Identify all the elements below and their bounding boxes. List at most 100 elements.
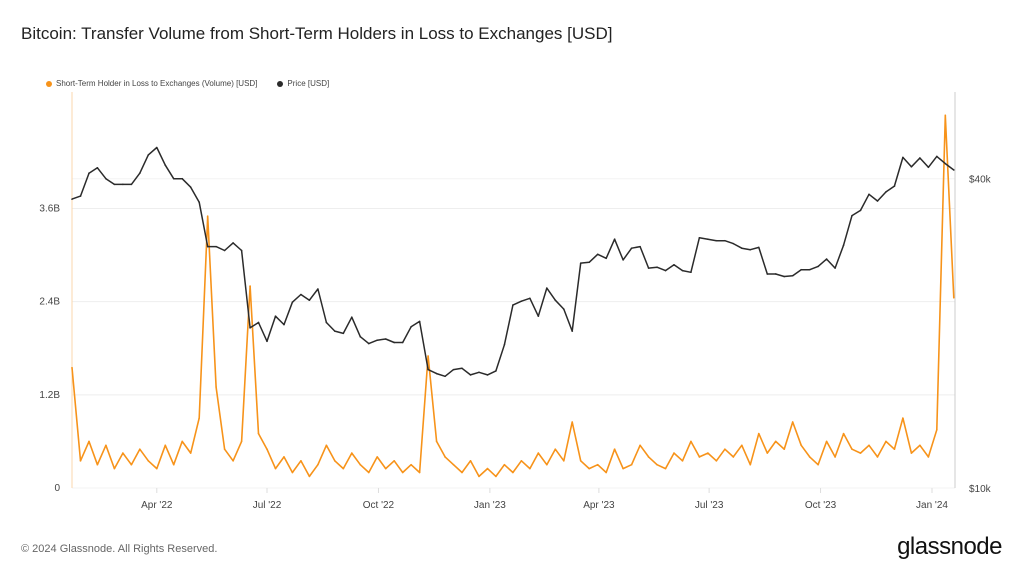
legend-item-volume[interactable]: Short-Term Holder in Loss to Exchanges (… xyxy=(46,79,257,88)
volume-series-line xyxy=(71,114,955,478)
price-point xyxy=(579,262,582,264)
price-point xyxy=(639,245,641,248)
x-tick-label: Oct '23 xyxy=(805,500,837,511)
legend-dot-icon xyxy=(46,80,52,87)
price-point xyxy=(249,327,251,329)
volume-point xyxy=(537,452,540,454)
price-point xyxy=(274,315,277,317)
price-point xyxy=(478,371,480,374)
price-point xyxy=(189,186,192,189)
volume-point xyxy=(105,444,107,447)
volume-point xyxy=(639,444,641,447)
volume-point xyxy=(732,456,735,458)
price-point xyxy=(113,183,116,186)
volume-point xyxy=(783,448,786,450)
y-left-tick-label: 3.6B xyxy=(39,203,60,214)
volume-point xyxy=(317,463,319,466)
price-point xyxy=(859,209,862,212)
volume-point xyxy=(274,467,277,470)
volume-point xyxy=(596,463,599,466)
price-point xyxy=(605,257,607,260)
volume-point xyxy=(622,467,624,470)
price-point xyxy=(410,325,412,328)
volume-point xyxy=(690,440,692,443)
price-point xyxy=(876,200,879,202)
volume-point xyxy=(757,432,760,435)
volume-point xyxy=(300,460,302,462)
price-point xyxy=(359,335,362,338)
x-tick-label: Jul '22 xyxy=(253,500,282,511)
volume-point xyxy=(791,421,794,423)
volume-point xyxy=(562,460,565,462)
volume-point xyxy=(189,452,192,454)
volume-point xyxy=(79,460,82,462)
volume-point xyxy=(113,467,116,470)
price-point xyxy=(571,330,574,332)
volume-point xyxy=(249,285,251,287)
price-point xyxy=(783,275,786,278)
price-point xyxy=(122,183,124,186)
volume-point xyxy=(486,467,489,470)
volume-point xyxy=(766,452,769,454)
volume-point xyxy=(825,440,828,443)
volume-point xyxy=(749,463,752,466)
price-point xyxy=(503,343,506,346)
volume-point xyxy=(664,467,667,470)
price-point xyxy=(308,299,311,302)
price-point xyxy=(622,259,624,261)
volume-point xyxy=(902,417,904,419)
price-point xyxy=(724,239,726,242)
price-point xyxy=(690,271,692,274)
legend-item-price[interactable]: Price [USD] xyxy=(277,79,329,88)
price-point xyxy=(681,269,684,272)
volume-point xyxy=(647,456,650,458)
legend: Short-Term Holder in Loss to Exchanges (… xyxy=(46,79,329,88)
volume-point xyxy=(724,448,726,450)
price-point xyxy=(164,164,167,166)
volume-point xyxy=(851,448,853,450)
volume-point xyxy=(613,448,616,450)
price-point xyxy=(520,300,523,303)
price-point xyxy=(936,155,938,158)
volume-point xyxy=(512,471,514,474)
price-point xyxy=(495,370,497,372)
price-point xyxy=(418,320,421,323)
volume-point xyxy=(656,463,658,466)
price-point xyxy=(215,245,217,248)
volume-point xyxy=(325,444,328,447)
volume-point xyxy=(232,460,234,462)
price-point xyxy=(554,299,557,302)
volume-point xyxy=(893,448,896,450)
volume-point xyxy=(715,460,718,462)
chart-title: Bitcoin: Transfer Volume from Short-Term… xyxy=(21,24,613,43)
volume-point xyxy=(291,471,294,474)
volume-point xyxy=(266,448,268,450)
volume-point xyxy=(936,428,938,431)
price-point xyxy=(325,321,328,324)
volume-point xyxy=(817,463,819,466)
volume-point xyxy=(529,467,531,470)
volume-point xyxy=(707,452,709,454)
volume-point xyxy=(147,460,150,462)
volume-point xyxy=(588,467,591,470)
volume-point xyxy=(257,432,260,435)
volume-point xyxy=(410,463,412,466)
volume-point xyxy=(741,444,743,447)
price-point xyxy=(283,323,285,326)
price-point xyxy=(181,177,184,180)
price-point xyxy=(596,253,599,256)
price-point xyxy=(88,172,90,175)
volume-point xyxy=(308,475,311,478)
volume-point xyxy=(478,475,480,478)
price-point xyxy=(512,304,514,306)
price-point xyxy=(334,330,336,332)
volume-point xyxy=(800,444,802,447)
volume-point xyxy=(359,463,362,466)
volume-point xyxy=(88,440,90,443)
legend-dot-icon xyxy=(277,80,284,87)
volume-point xyxy=(155,467,158,470)
price-point xyxy=(444,375,446,378)
volume-point xyxy=(876,456,879,458)
x-tick-label: Jan '24 xyxy=(916,500,948,511)
x-tick-label: Jul '23 xyxy=(695,500,724,511)
